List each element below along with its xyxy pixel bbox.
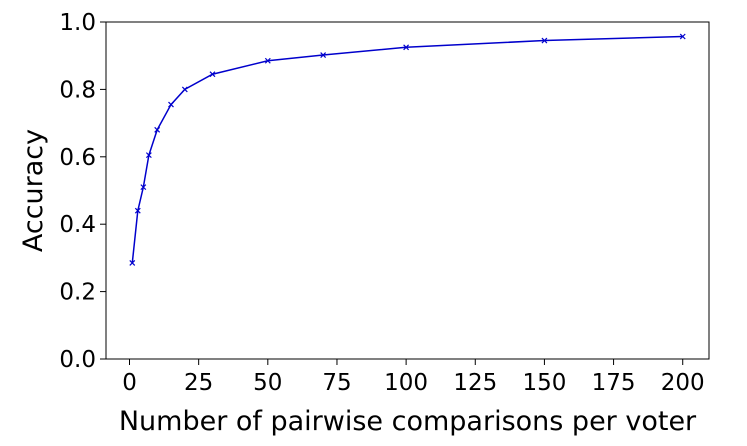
series-layer [129,33,686,266]
x-axis-label: Number of pairwise comparisons per voter [119,406,697,437]
x-tick-label: 25 [184,370,213,396]
data-point-marker [134,207,141,214]
x-tick-label: 75 [322,370,351,396]
data-point-marker [181,86,188,93]
plot-area [105,21,710,360]
x-tick-label: 100 [384,370,428,396]
data-point-marker [209,71,216,78]
data-point-marker [168,101,174,108]
y-tick-label: 0.2 [59,280,96,306]
y-tick-label: 1.0 [59,10,96,36]
data-point-marker [129,260,136,266]
data-point-marker [320,52,327,58]
x-tick-label: 0 [122,370,137,396]
data-point-marker [679,33,686,40]
data-point-marker [403,44,410,51]
x-tick-label: 125 [453,370,497,396]
data-point-marker [264,57,271,64]
x-axis: 0 25 50 75 100 125 150 175 200 [122,359,705,396]
x-tick-label: 200 [661,370,705,396]
y-tick-label: 0.6 [59,145,96,171]
data-point-marker [140,184,147,191]
data-point-marker [541,37,548,44]
y-axis: 0.0 0.2 0.4 0.6 0.8 1.0 [59,10,106,373]
data-point-marker [145,152,152,159]
x-tick-label: 50 [253,370,282,396]
y-axis-label: Accuracy [18,129,49,252]
x-tick-label: 175 [592,370,636,396]
y-tick-label: 0.8 [59,77,96,103]
y-tick-label: 0.0 [59,347,96,373]
data-point-marker [154,126,161,133]
y-tick-label: 0.4 [59,212,96,238]
x-tick-label: 150 [522,370,566,396]
